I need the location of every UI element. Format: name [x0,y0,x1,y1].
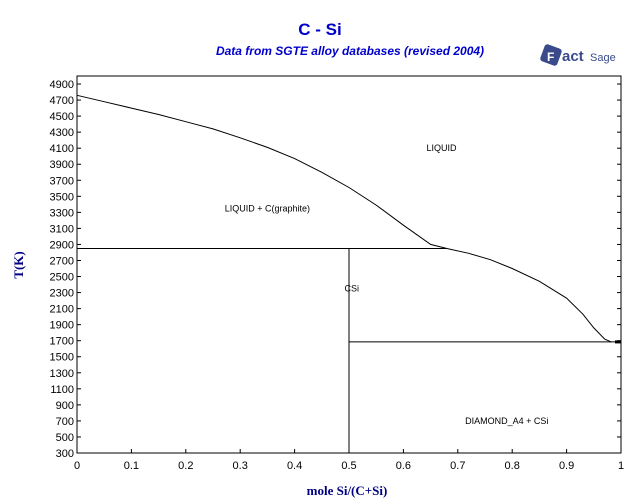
y-tick-label: 2100 [50,304,74,316]
x-tick-label: 1 [618,460,624,472]
phase-region-label: DIAMOND_A4 + CSi [465,416,548,426]
y-tick-label: 4700 [50,95,74,107]
x-tick-label: 0 [74,460,80,472]
phase-region-label: LIQUID [426,143,457,153]
y-tick-label: 4500 [50,111,74,123]
y-tick-label: 2900 [50,239,74,251]
chart-subtitle: Data from SGTE alloy databases (revised … [215,44,485,58]
factsage-logo-mark: F [540,44,562,66]
y-tick-label: 3500 [50,191,74,203]
x-tick-label: 0.1 [124,460,139,472]
x-tick-label: 0.6 [396,460,411,472]
y-tick-label: 1300 [50,368,74,380]
y-tick-label: 4900 [50,79,74,91]
x-tick-label: 0.5 [341,460,356,472]
x-tick-label: 0.2 [178,460,193,472]
y-tick-label: 500 [56,432,74,444]
phase-region-label: LIQUID + C(graphite) [225,203,310,213]
y-tick-label: 1900 [50,320,74,332]
x-tick-label: 0.9 [559,460,574,472]
x-tick-label: 0.4 [287,460,302,472]
y-tick-label: 1500 [50,352,74,364]
y-tick-label: 3900 [50,159,74,171]
y-tick-label: 4100 [50,143,74,155]
y-tick-label: 3700 [50,175,74,187]
y-tick-label: 2300 [50,288,74,300]
phase-region-label: CSi [344,284,359,294]
y-tick-label: 4300 [50,127,74,139]
factsage-logo-text: act [562,48,584,65]
y-tick-label: 3300 [50,207,74,219]
factsage-logo-icon: F act Sage [540,44,616,66]
phase-boundary-line [76,94,612,343]
chart-title: C - Si [298,20,342,39]
y-tick-label: 2500 [50,272,74,284]
x-tick-label: 0.7 [450,460,465,472]
eutectic-marker [615,340,621,344]
y-axis-label: T(K) [11,251,26,278]
y-tick-label: 700 [56,416,74,428]
x-tick-label: 0.3 [233,460,248,472]
x-tick-label: 0.8 [505,460,520,472]
y-tick-label: 3100 [50,223,74,235]
y-tick-label: 900 [56,400,74,412]
x-axis-label: mole Si/(C+Si) [307,483,388,498]
y-tick-label: 300 [56,448,74,460]
y-tick-label: 1700 [50,336,74,348]
y-tick-label: 1100 [50,384,74,396]
svg-text:F: F [547,50,554,64]
svg-text:Sage: Sage [590,52,616,64]
y-tick-label: 2700 [50,255,74,267]
